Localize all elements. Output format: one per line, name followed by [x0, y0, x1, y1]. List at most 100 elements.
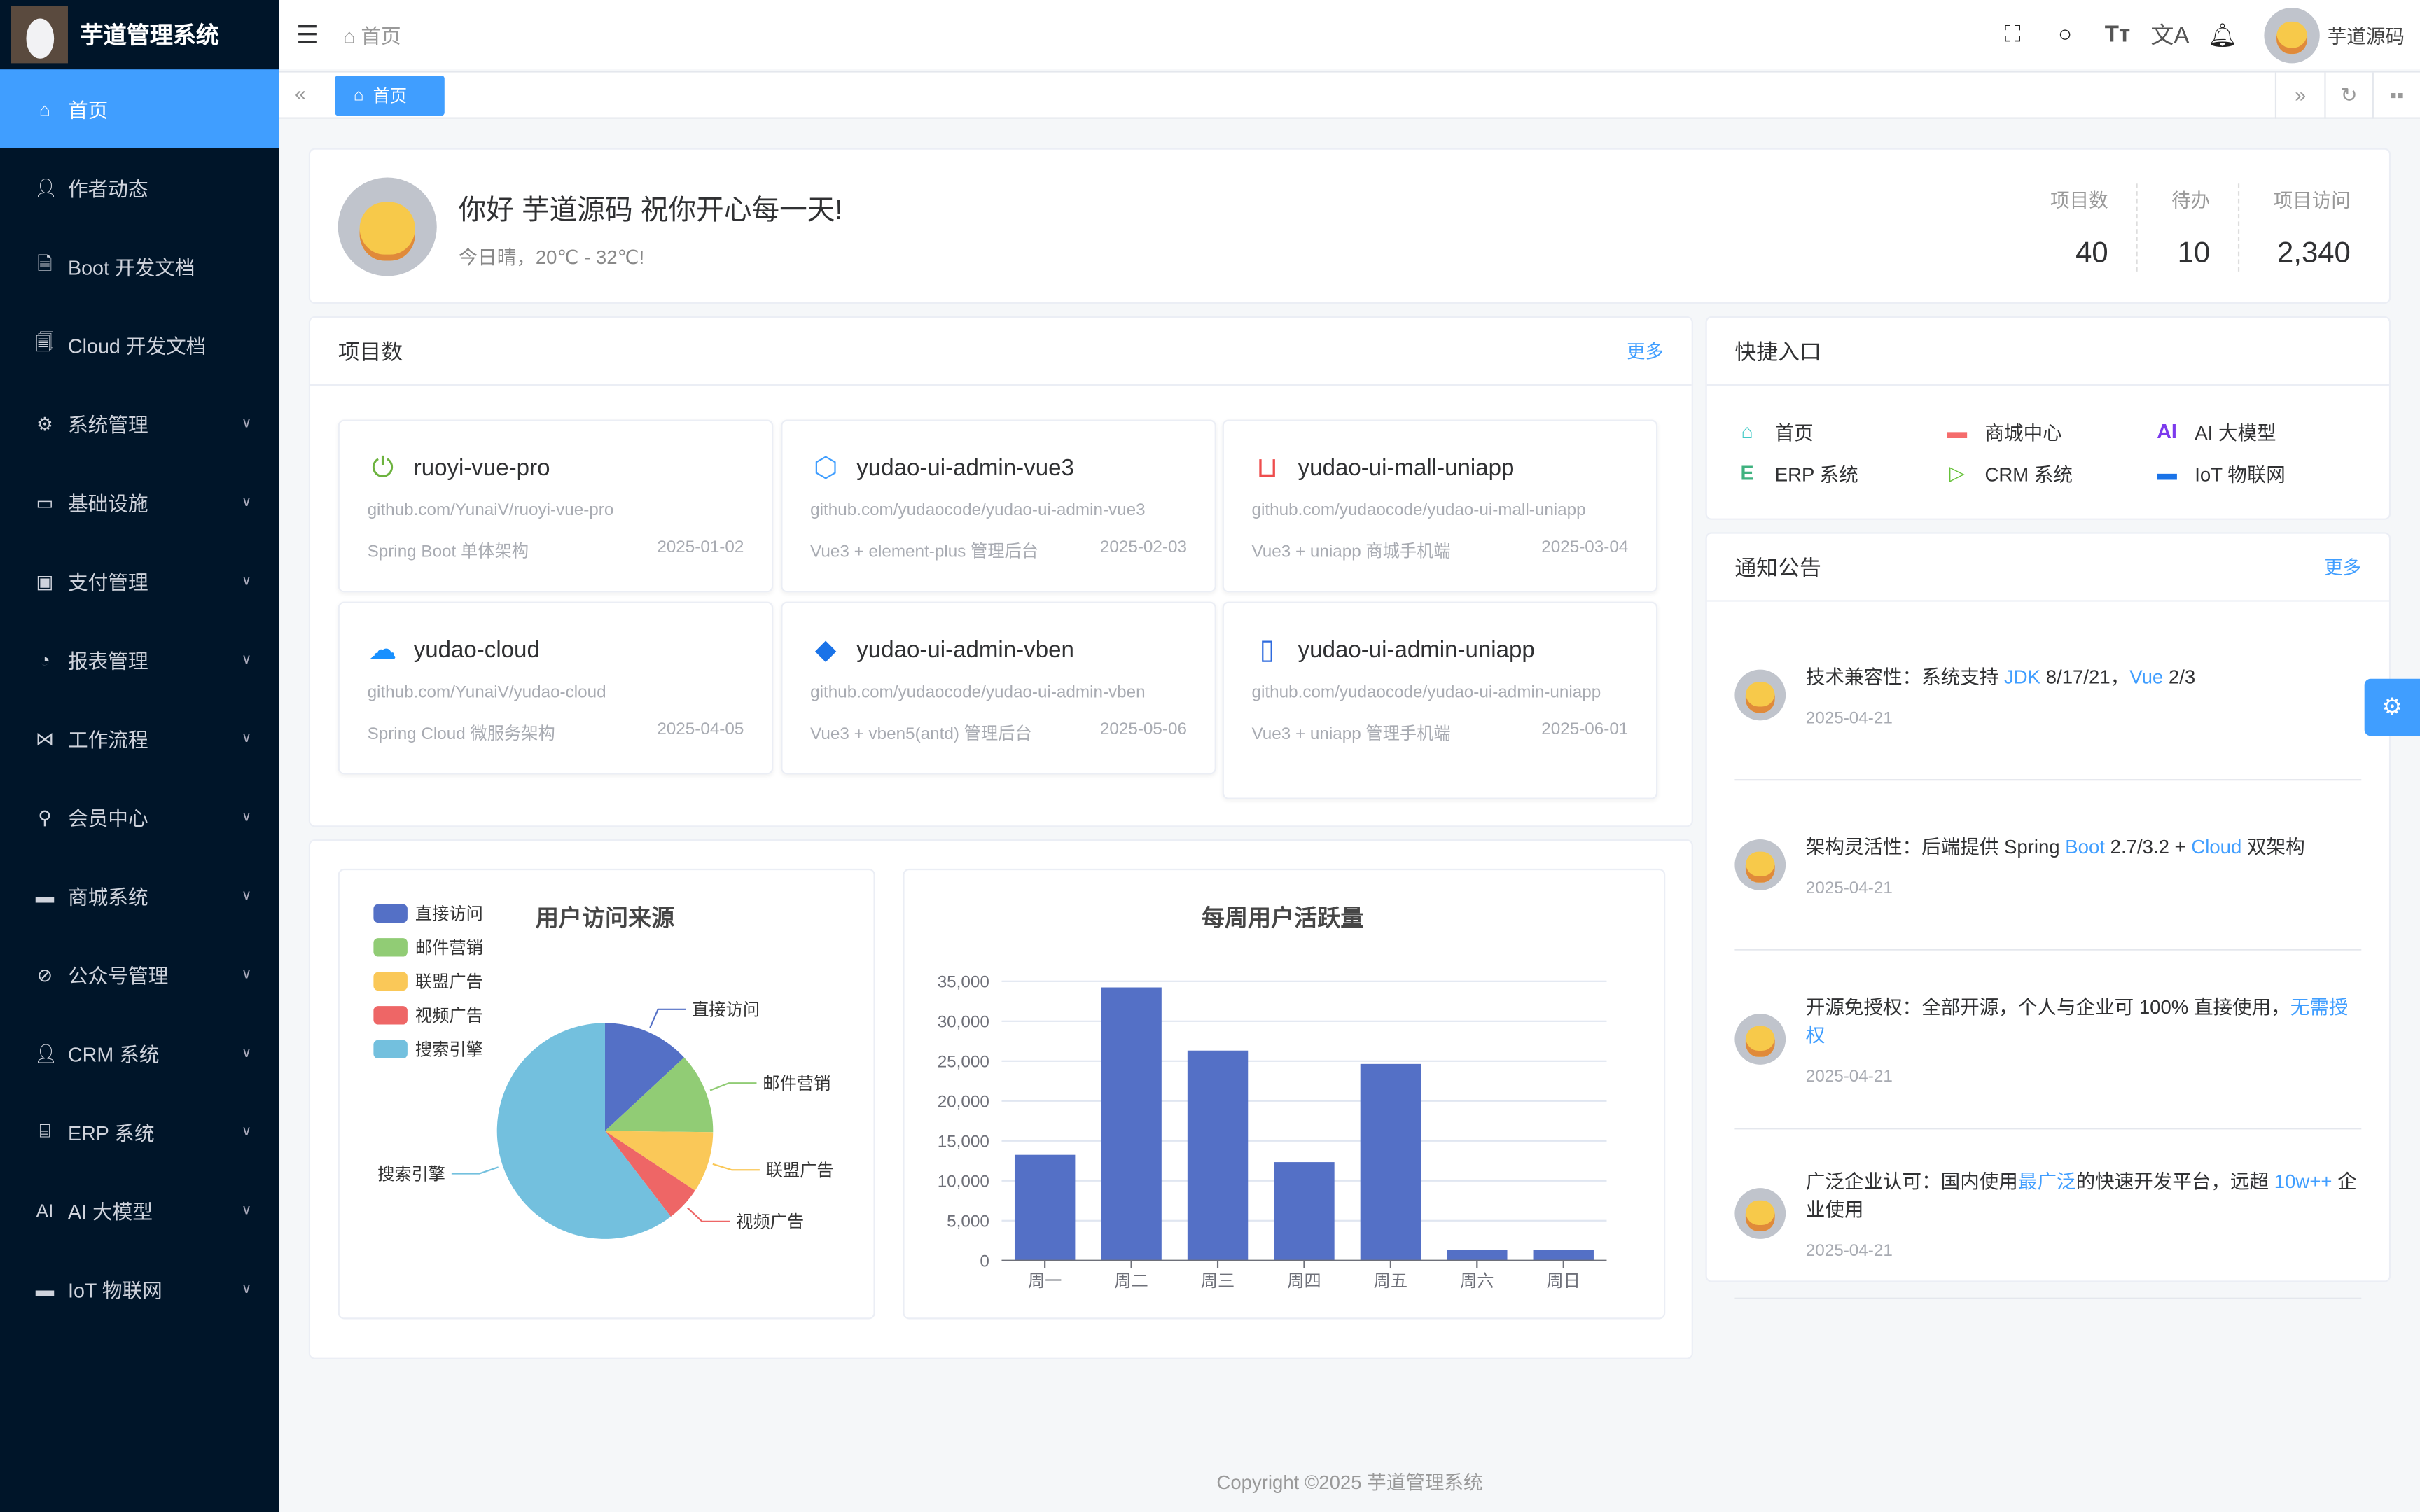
charts-card: [308, 839, 1693, 1359]
wallet-icon: ▣: [36, 570, 54, 592]
shop-icon: ▬: [35, 885, 55, 906]
scroll-right-icon[interactable]: »: [2274, 72, 2325, 119]
device-icon: ▬: [35, 1278, 55, 1300]
project-card[interactable]: ▯ yudao-ui-admin-uniapp github.com/yudaoco…: [1222, 601, 1658, 799]
chevron-down-icon: ∨: [241, 729, 252, 746]
search-icon[interactable]: ○: [2058, 21, 2073, 48]
quick-entry-item[interactable]: ⌂ 首页: [1734, 416, 1945, 446]
scroll-left-icon[interactable]: «: [294, 81, 306, 105]
project-card[interactable]: ⏻ ruoyi-vue-pro github.com/YunaiV/ruoyi-vu…: [338, 419, 774, 593]
sidebar-item[interactable]: AI AI 大模型 ∨: [0, 1171, 279, 1250]
sidebar-item[interactable]: 🗐 Cloud 开发文档: [0, 305, 279, 384]
spring-power-icon: ⏻: [371, 451, 394, 482]
user-icon: 👤︎: [34, 1042, 58, 1064]
bar-chart-panel: [903, 868, 1666, 1320]
hamburger-icon[interactable]: ☰: [296, 22, 319, 49]
notices-card: 通知公告 更多 技术兼容性：系统支持 JDK 8/17/21，Vue 2/3 202…: [1705, 532, 2391, 1299]
sidebar-item[interactable]: ◔ 报表管理 ∨: [0, 620, 279, 699]
settings-button[interactable]: ⚙: [2364, 678, 2420, 736]
shopping-bag-icon: ⊔: [1256, 451, 1279, 482]
sidebar-item[interactable]: ▬ IoT 物联网 ∨: [0, 1250, 279, 1328]
element-plus-icon: ⬡: [813, 451, 838, 482]
notice-avatar: [1734, 1014, 1786, 1065]
bicycle-icon: ⚲: [38, 806, 52, 828]
pie-chart-panel: [338, 868, 875, 1320]
tag-home[interactable]: ⌂ 首页: [335, 76, 445, 116]
notices-title: 通知公告: [1734, 554, 1821, 580]
grid-menu-icon[interactable]: ▪▪: [2372, 72, 2420, 119]
translate-icon[interactable]: 文A: [2150, 23, 2190, 50]
app-title: 芋道管理系统: [80, 23, 220, 50]
stat-item: 待办 10: [2136, 183, 2210, 272]
notice-item[interactable]: 技术兼容性：系统支持 JDK 8/17/21，Vue 2/3 2025-04-21: [1734, 611, 2362, 781]
notice-item[interactable]: 架构灵活性：后端提供 Spring Boot 2.7/3.2 + Cloud 双…: [1734, 780, 2362, 951]
sidebar-item[interactable]: 👤︎ CRM 系统 ∨: [34, 1042, 252, 1067]
stats: 项目数 40 待办 10 项目访问 2,340: [2050, 183, 2351, 272]
tags-view: « ⌂ 首页 » ↻ ▪▪: [279, 71, 2420, 119]
sidebar-item[interactable]: 🗎 Boot 开发文档: [0, 227, 279, 305]
sidebar-item[interactable]: ⊘ 公众号管理 ∨: [0, 935, 279, 1014]
refresh-icon[interactable]: ↻: [2324, 72, 2372, 119]
project-card[interactable]: ⊔ yudao-ui-mall-uniapp github.com/yudaocod…: [1222, 419, 1658, 593]
gear-icon: ⚙: [2381, 694, 2403, 721]
chevron-down-icon: ∨: [241, 1044, 252, 1060]
quick-title: 快捷入口: [1734, 338, 1821, 364]
projects-title: 项目数: [338, 338, 403, 364]
quick-entry-item[interactable]: E ERP 系统: [1734, 458, 1945, 488]
username[interactable]: 芋道源码: [2327, 26, 2405, 48]
sidebar-item[interactable]: ⋈ 工作流程 ∨: [0, 699, 279, 777]
notice-avatar: [1734, 669, 1786, 721]
iot-icon: ▬: [2157, 461, 2177, 485]
quick-entry-item[interactable]: ▬ 商城中心: [1945, 416, 2155, 446]
quick-entry-item[interactable]: ▬ IoT 物联网: [2155, 458, 2365, 488]
sidebar-item[interactable]: ⚙ 系统管理 ∨: [0, 384, 279, 463]
sidebar-item[interactable]: ⌸ ERP 系统 ∨: [0, 1093, 279, 1171]
notice-item[interactable]: 开源免授权：全部开源，个人与企业可 100% 直接使用，无需授权 2025-04-…: [1734, 951, 2362, 1130]
project-card[interactable]: ◆ yudao-ui-admin-vben github.com/yudaocode…: [781, 601, 1216, 775]
document-icon: 🗎: [37, 253, 53, 275]
projects-card: 项目数 更多 ⏻ ruoyi-vue-pro github.com/YunaiV/ru…: [308, 316, 1693, 827]
sidebar-item[interactable]: ⌂ 首页: [0, 69, 279, 148]
quick-entry-item[interactable]: ▷ CRM 系统: [1945, 458, 2155, 488]
ai-icon: AI: [2157, 419, 2177, 443]
shop-icon: ▬: [1947, 419, 1968, 443]
chevron-down-icon: ∨: [241, 572, 252, 588]
user-icon: 👤︎: [34, 176, 58, 199]
quick-entry-card: 快捷入口 ⌂ 首页 ▬ 商城中心 AI AI 大模型 E ERP 系统 ▷ CRM 系统 ▬ IoT …: [1705, 316, 2391, 520]
sidebar-item[interactable]: ▭ 基础设施 ∨: [0, 463, 279, 541]
sidebar-menu: ⌂ 首页 👤︎ 作者动态 🗎 Boot 开发文档 🗐 Cloud 开发文档 ⚙ 系统管理 ∨ ▭ 基础设…: [0, 69, 279, 1329]
project-card[interactable]: ⬡ yudao-ui-admin-vue3 github.com/yudaocode…: [781, 419, 1216, 593]
cloud-icon: ☁: [368, 633, 397, 664]
compass-icon: ⊘: [36, 963, 53, 986]
projects-more-link[interactable]: 更多: [1627, 341, 1664, 363]
footer: Copyright ©2025 芋道管理系统: [1216, 1471, 1483, 1494]
sidebar-item[interactable]: ▬ 商城系统 ∨: [0, 856, 279, 934]
notices-more-link[interactable]: 更多: [2324, 556, 2362, 579]
app-logo[interactable]: 芋道管理系统: [0, 0, 279, 69]
ai-icon: AI: [36, 1199, 54, 1222]
sidebar-item[interactable]: 👤︎ 作者动态: [34, 176, 148, 201]
sidebar-item[interactable]: ⚲ 会员中心 ∨: [0, 778, 279, 856]
chevron-down-icon: ∨: [241, 965, 252, 981]
fullscreen-icon[interactable]: ⛶: [2004, 21, 2021, 48]
monitor-icon: ▭: [36, 491, 54, 513]
breadcrumb[interactable]: ⌂ 首页: [343, 24, 401, 48]
chevron-down-icon: ∨: [241, 1123, 252, 1139]
user-avatar[interactable]: [2264, 6, 2320, 63]
home-icon: ⌂: [1741, 419, 1753, 443]
sidebar-item[interactable]: ▣ 支付管理 ∨: [0, 542, 279, 620]
crm-icon: ▷: [1949, 460, 1965, 484]
welcome-card: 你好 芋道源码 祝你开心每一天! 今日晴，20℃ - 32℃! 项目数 40 待办 1…: [308, 148, 2391, 304]
gear-icon: ⚙: [36, 412, 53, 435]
sidebar: 芋道管理系统 ⌂ 首页 👤︎ 作者动态 🗎 Boot 开发文档 🗐 Cloud 开发文档 ⚙ 系统…: [0, 0, 279, 1512]
home-icon: ⌂: [353, 86, 364, 105]
project-card[interactable]: ☁ yudao-cloud github.com/YunaiV/yudao-clou…: [338, 601, 774, 775]
quick-entry-item[interactable]: AI AI 大模型: [2155, 416, 2365, 446]
stat-item: 项目访问 2,340: [2237, 183, 2351, 272]
chevron-down-icon: ∨: [241, 493, 252, 510]
notice-item[interactable]: 广泛企业认可：国内使用最广泛的快速开发平台，远超 10w++ 企业使用 2025-…: [1734, 1129, 2362, 1299]
home-icon: ⌂: [39, 97, 50, 120]
font-size-icon[interactable]: Tт: [2104, 21, 2131, 48]
bell-icon[interactable]: 🔔︎: [2207, 22, 2237, 49]
notice-avatar: [1734, 839, 1786, 890]
